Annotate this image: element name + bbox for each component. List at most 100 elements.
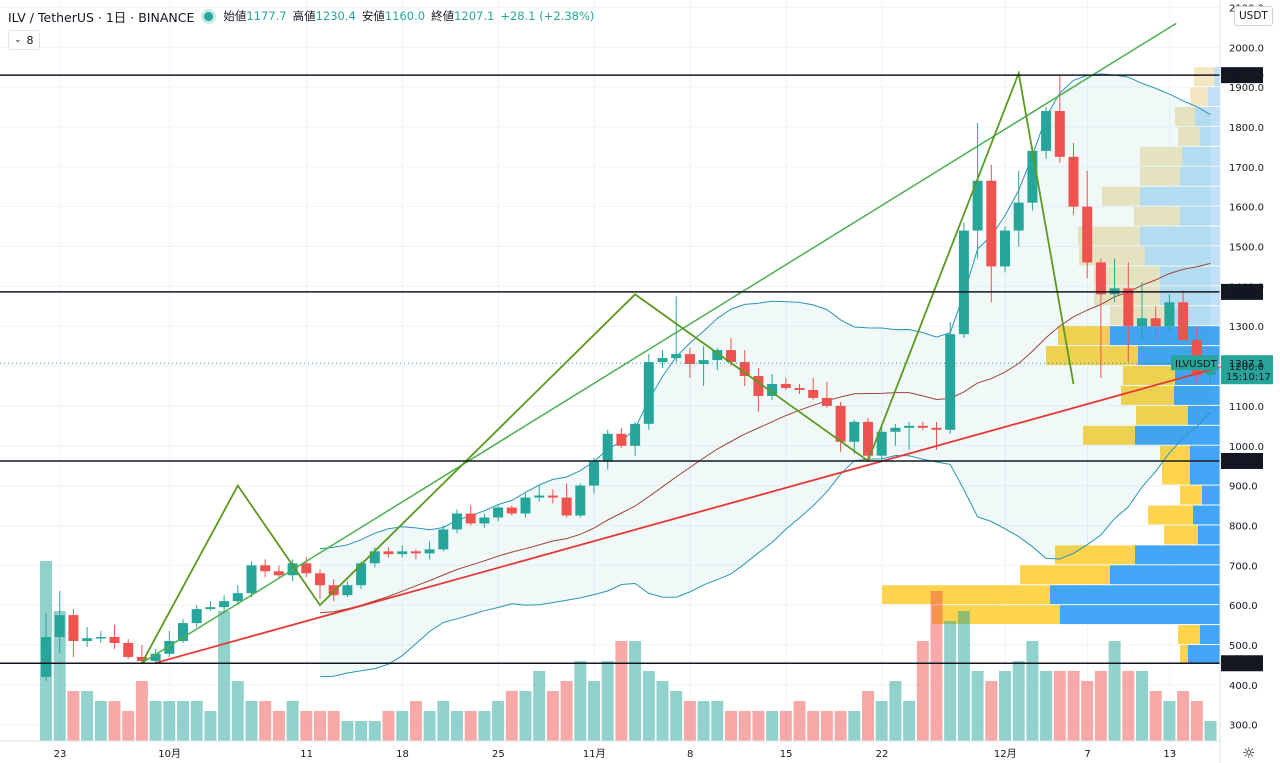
- y-tick-label: 1500.0: [1229, 243, 1264, 254]
- x-tick-label: 22: [876, 749, 889, 760]
- volume-profile-bar-up: [1190, 87, 1208, 107]
- candle-body: [136, 656, 147, 661]
- symbol-tag-bg: [1171, 355, 1218, 371]
- trendline-upper: [141, 22, 1177, 664]
- volume-bar: [341, 721, 354, 741]
- candle-body: [315, 573, 325, 586]
- currency-button[interactable]: USDT: [1234, 6, 1273, 26]
- candle-body: [739, 362, 750, 377]
- volume-bar: [94, 701, 107, 741]
- candle-body: [1068, 156, 1079, 207]
- volume-bar: [944, 621, 957, 741]
- volume-bar: [1081, 681, 1094, 741]
- symbol-title[interactable]: ILV / TetherUS · 1日 · BINANCE: [8, 9, 195, 25]
- volume-bar: [1122, 671, 1135, 741]
- volume-bar: [1177, 691, 1190, 741]
- candle-body: [1095, 262, 1106, 295]
- change-value: +28.1 (+2.38%): [500, 9, 595, 23]
- close-label: 終値: [431, 9, 455, 23]
- candle-body: [328, 585, 339, 596]
- volume-profile-bar-down: [1190, 461, 1220, 485]
- candle-body: [301, 563, 312, 574]
- volume-bar: [1026, 641, 1039, 741]
- volume-profile-bar-up: [1178, 625, 1200, 644]
- indicator-toggle-button[interactable]: ⌄ 8: [8, 30, 40, 50]
- candle-body: [863, 421, 873, 456]
- volume-profile-bar-up: [1123, 366, 1175, 385]
- volume-bar: [889, 681, 902, 741]
- high-value: 1230.4: [315, 9, 356, 23]
- volume-bar: [177, 701, 189, 741]
- volume-bar: [1012, 661, 1025, 741]
- volume-profile-bar-up: [1148, 505, 1193, 525]
- volume-profile-bar-up: [1140, 166, 1180, 186]
- candle-body: [1123, 288, 1134, 327]
- x-tick-label: 8: [687, 749, 693, 760]
- volume-bar: [601, 661, 614, 741]
- y-tick-label: 1700.0: [1229, 163, 1264, 174]
- volume-profile-bar-up: [1194, 67, 1214, 87]
- candle-body: [493, 507, 504, 518]
- last-price-tag: [1221, 355, 1273, 385]
- candle-body: [410, 551, 421, 554]
- candle-body: [616, 433, 627, 446]
- volume-profile-bar-down: [1180, 206, 1220, 226]
- y-tick-label: 900.0: [1229, 482, 1258, 493]
- close-value: 1207.1: [454, 9, 495, 23]
- volume-bar: [588, 681, 600, 741]
- candle-body: [1013, 202, 1024, 231]
- candle-body: [424, 549, 435, 554]
- volume-bar: [862, 691, 874, 741]
- y-tick-label: 300.0: [1229, 721, 1258, 732]
- candle-body: [95, 637, 106, 639]
- zigzag-wave: [141, 69, 1075, 664]
- volume-profile-bar-down: [1160, 266, 1220, 286]
- price-level-tag: [1221, 283, 1263, 300]
- volume-bar: [683, 701, 696, 741]
- candle-body: [1178, 302, 1189, 341]
- volume-profile-bar-down: [1135, 425, 1220, 445]
- volume-bar: [1190, 701, 1203, 741]
- volume-profile-bar-up: [1134, 206, 1180, 226]
- candle-body: [520, 497, 531, 514]
- volume-bar: [533, 671, 546, 741]
- volume-bar: [81, 691, 94, 741]
- market-status-icon: [204, 11, 214, 21]
- volume-bar: [1053, 671, 1066, 741]
- y-tick-label: 400.0: [1229, 681, 1258, 692]
- volume-bar: [451, 711, 463, 741]
- candle-body: [479, 517, 490, 524]
- volume-bar: [656, 681, 669, 741]
- volume-profile-bar-up: [1178, 126, 1200, 146]
- volume-bar: [218, 611, 231, 741]
- candle-body: [808, 389, 819, 398]
- y-tick-label: 700.0: [1229, 561, 1258, 572]
- volume-bar: [725, 711, 737, 741]
- gear-icon[interactable]: ☼: [1242, 744, 1256, 762]
- candle-body: [123, 643, 134, 657]
- volume-bar: [738, 711, 751, 741]
- volume-profile-bar-down: [1182, 146, 1220, 166]
- volume-bar: [834, 711, 847, 741]
- y-tick-label: 1300.0: [1229, 322, 1264, 333]
- volume-profile-bar-down: [1140, 226, 1220, 246]
- y-tick-label: 600.0: [1229, 601, 1258, 612]
- volume-bar: [67, 691, 80, 741]
- volume-bar: [1136, 671, 1148, 741]
- volume-bar: [766, 711, 779, 741]
- volume-bar: [519, 691, 532, 741]
- candle-body: [506, 507, 517, 514]
- price-level-label: 454.2: [1229, 659, 1258, 670]
- volume-bar: [492, 701, 505, 741]
- trendline-support: [155, 365, 1225, 664]
- x-tick-label: 11月: [583, 748, 606, 760]
- price-level-label: 1386.1: [1229, 288, 1264, 299]
- candle-body: [986, 180, 997, 267]
- volume-bar: [190, 701, 203, 741]
- volume-bar: [423, 711, 436, 741]
- volume-bar: [108, 701, 121, 741]
- volume-profile-bar-up: [1055, 545, 1135, 565]
- volume-bar: [999, 671, 1011, 741]
- candle-body: [1000, 230, 1010, 267]
